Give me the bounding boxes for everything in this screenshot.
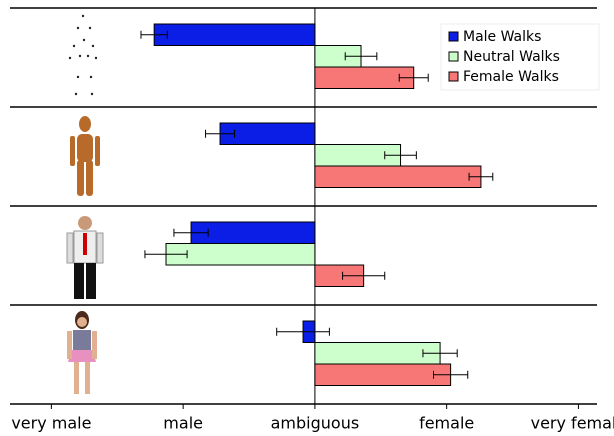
error-bar [398,73,429,82]
bar [153,23,316,46]
man-figure [66,216,104,299]
error-bar [468,172,494,181]
bar [190,221,316,244]
legend-label: Female Walks [463,69,559,85]
legend-label: Neutral Walks [463,49,560,65]
error-bar [205,129,236,138]
legend-swatch [448,51,459,62]
x-tick-label: very female [531,414,614,433]
legend: Male Walks Neutral Walks Female Walks [440,23,600,91]
bar [314,342,441,365]
legend-swatch [448,31,459,42]
error-bar [140,30,168,39]
point-light-figure [68,14,98,96]
error-bar [173,228,209,237]
error-bar [384,151,417,160]
x-tick-label: female [419,414,474,433]
bar [314,165,482,188]
legend-swatch [448,71,459,82]
error-bar [144,250,188,259]
legend-box [440,23,600,91]
error-bar [432,370,469,379]
x-tick-label: ambiguous [271,414,360,433]
x-tick-label: very male [11,414,91,433]
bar [165,243,316,266]
error-bar [276,327,330,336]
woman-figure [67,311,97,394]
bar [314,363,452,386]
legend-label: Male Walks [463,29,541,45]
mannequin-figure [70,116,100,196]
error-bar [422,349,458,358]
error-bar [342,271,386,280]
error-bar [344,52,378,61]
x-tick-label: male [163,414,203,433]
